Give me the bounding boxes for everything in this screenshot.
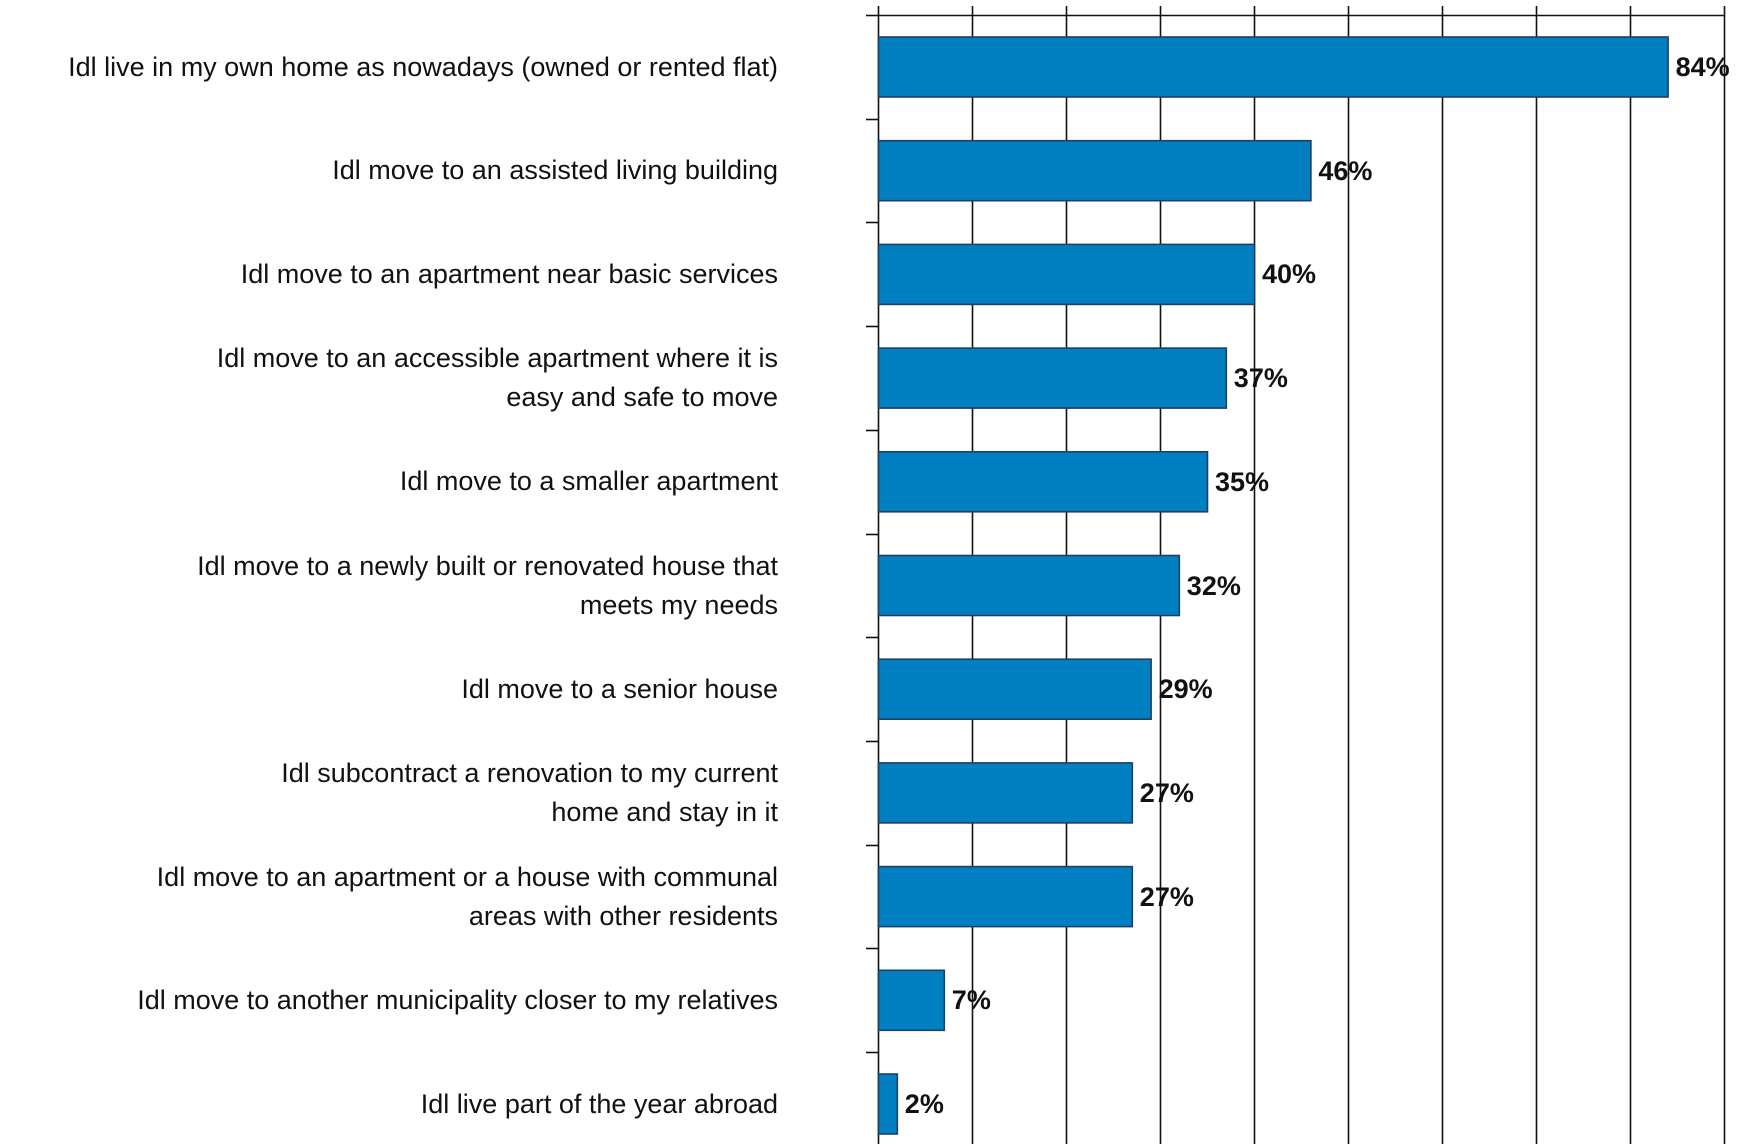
value-label: 2% — [904, 1089, 944, 1119]
bar — [877, 1073, 899, 1135]
value-label: 7% — [951, 985, 991, 1016]
bar — [877, 243, 1256, 306]
category-label: Idl move to a smaller apartment — [399, 466, 778, 497]
bar — [877, 865, 1134, 928]
category-label: Idl move to a newly built or renovated h… — [197, 550, 778, 620]
category-label: Idl subcontract a renovation to my curre… — [281, 757, 778, 827]
value-label: 27% — [1139, 777, 1194, 808]
value-label: 37% — [1233, 363, 1288, 394]
category-label: Idl live part of the year abroad — [420, 1088, 778, 1119]
bar — [877, 450, 1209, 513]
category-label: Idl move to a senior house — [461, 673, 778, 704]
category-label: Idl move to an assisted living building — [332, 155, 778, 186]
category-label: Idl move to an apartment near basic serv… — [240, 258, 778, 289]
category-label: Idl move to an accessible apartment wher… — [216, 343, 778, 413]
bar — [877, 762, 1134, 824]
value-label: 32% — [1186, 570, 1241, 601]
category-label: Idl move to an apartment or a house with… — [156, 861, 778, 931]
value-label: 29% — [1158, 674, 1213, 705]
value-label: 84% — [1675, 52, 1730, 82]
bar — [877, 347, 1228, 409]
bar — [877, 36, 1669, 98]
bar — [877, 554, 1181, 617]
value-label: 35% — [1215, 466, 1270, 497]
bar — [877, 969, 946, 1032]
category-label: Idl move to another municipality closer … — [137, 984, 778, 1015]
category-label: Idl live in my own home as nowadays (own… — [68, 51, 778, 82]
value-label: 40% — [1262, 259, 1317, 290]
value-label: 27% — [1139, 881, 1194, 912]
value-label: 46% — [1318, 155, 1373, 186]
bar — [877, 658, 1152, 721]
bar — [877, 139, 1312, 202]
